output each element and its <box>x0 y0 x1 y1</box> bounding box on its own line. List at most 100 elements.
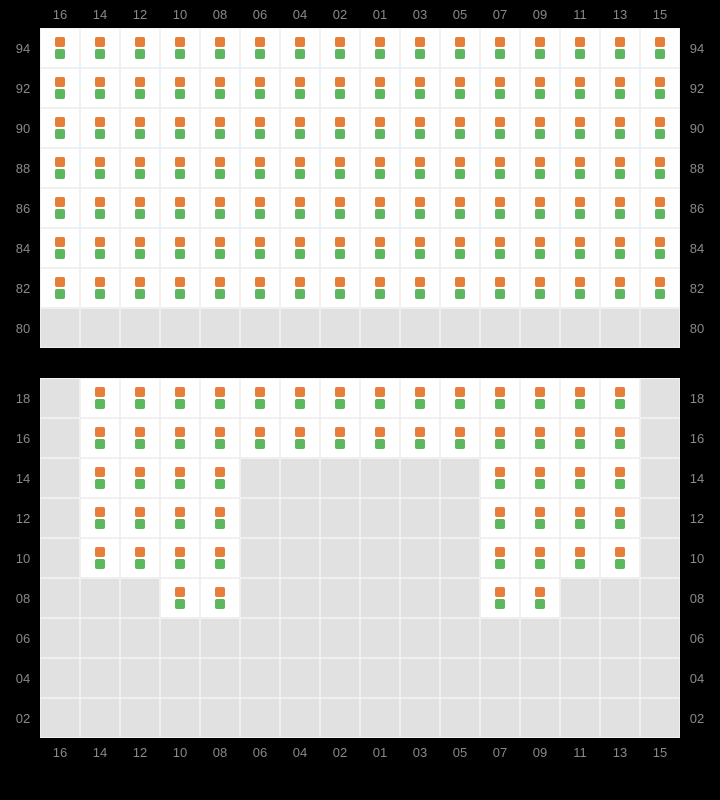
seat-cell[interactable] <box>520 148 560 188</box>
seat-cell[interactable] <box>400 28 440 68</box>
seat-cell[interactable] <box>160 28 200 68</box>
seat-cell[interactable] <box>200 378 240 418</box>
seat-cell[interactable] <box>480 538 520 578</box>
seat-cell[interactable] <box>240 188 280 228</box>
seat-cell[interactable] <box>480 28 520 68</box>
seat-cell[interactable] <box>360 268 400 308</box>
seat-cell[interactable] <box>600 68 640 108</box>
seat-cell[interactable] <box>280 418 320 458</box>
seat-cell[interactable] <box>320 268 360 308</box>
seat-cell[interactable] <box>520 418 560 458</box>
seat-cell[interactable] <box>120 418 160 458</box>
seat-cell[interactable] <box>360 108 400 148</box>
seat-cell[interactable] <box>80 498 120 538</box>
seat-cell[interactable] <box>440 378 480 418</box>
seat-cell[interactable] <box>440 268 480 308</box>
seat-cell[interactable] <box>40 28 80 68</box>
seat-cell[interactable] <box>120 148 160 188</box>
seat-cell[interactable] <box>560 378 600 418</box>
seat-cell[interactable] <box>240 108 280 148</box>
seat-cell[interactable] <box>40 148 80 188</box>
seat-cell[interactable] <box>520 578 560 618</box>
seat-cell[interactable] <box>440 228 480 268</box>
seat-cell[interactable] <box>280 188 320 228</box>
seat-cell[interactable] <box>560 148 600 188</box>
seat-cell[interactable] <box>80 68 120 108</box>
seat-cell[interactable] <box>200 28 240 68</box>
seat-cell[interactable] <box>160 578 200 618</box>
seat-cell[interactable] <box>200 188 240 228</box>
seat-cell[interactable] <box>360 68 400 108</box>
seat-cell[interactable] <box>280 68 320 108</box>
seat-cell[interactable] <box>640 268 680 308</box>
seat-cell[interactable] <box>80 148 120 188</box>
seat-cell[interactable] <box>120 268 160 308</box>
seat-cell[interactable] <box>400 148 440 188</box>
seat-cell[interactable] <box>280 108 320 148</box>
seat-cell[interactable] <box>280 228 320 268</box>
seat-cell[interactable] <box>320 418 360 458</box>
seat-cell[interactable] <box>600 108 640 148</box>
seat-cell[interactable] <box>560 188 600 228</box>
seat-cell[interactable] <box>320 228 360 268</box>
seat-cell[interactable] <box>200 418 240 458</box>
seat-cell[interactable] <box>520 378 560 418</box>
seat-cell[interactable] <box>280 28 320 68</box>
seat-cell[interactable] <box>640 68 680 108</box>
seat-cell[interactable] <box>560 458 600 498</box>
seat-cell[interactable] <box>360 418 400 458</box>
seat-cell[interactable] <box>440 148 480 188</box>
seat-cell[interactable] <box>280 148 320 188</box>
seat-cell[interactable] <box>560 418 600 458</box>
seat-cell[interactable] <box>80 458 120 498</box>
seat-cell[interactable] <box>480 108 520 148</box>
seat-cell[interactable] <box>40 268 80 308</box>
seat-cell[interactable] <box>640 188 680 228</box>
seat-cell[interactable] <box>400 68 440 108</box>
seat-cell[interactable] <box>160 538 200 578</box>
seat-cell[interactable] <box>560 538 600 578</box>
seat-cell[interactable] <box>200 458 240 498</box>
seat-cell[interactable] <box>160 268 200 308</box>
seat-cell[interactable] <box>520 28 560 68</box>
seat-cell[interactable] <box>360 148 400 188</box>
seat-cell[interactable] <box>240 378 280 418</box>
seat-cell[interactable] <box>480 228 520 268</box>
seat-cell[interactable] <box>400 268 440 308</box>
seat-cell[interactable] <box>560 28 600 68</box>
seat-cell[interactable] <box>520 538 560 578</box>
seat-cell[interactable] <box>360 28 400 68</box>
seat-cell[interactable] <box>400 228 440 268</box>
seat-cell[interactable] <box>560 268 600 308</box>
seat-cell[interactable] <box>240 68 280 108</box>
seat-cell[interactable] <box>160 228 200 268</box>
seat-cell[interactable] <box>480 148 520 188</box>
seat-cell[interactable] <box>520 228 560 268</box>
seat-cell[interactable] <box>480 268 520 308</box>
seat-cell[interactable] <box>40 108 80 148</box>
seat-cell[interactable] <box>40 228 80 268</box>
seat-cell[interactable] <box>120 108 160 148</box>
seat-cell[interactable] <box>200 228 240 268</box>
seat-cell[interactable] <box>480 188 520 228</box>
seat-cell[interactable] <box>80 28 120 68</box>
seat-cell[interactable] <box>480 578 520 618</box>
seat-cell[interactable] <box>80 228 120 268</box>
seat-cell[interactable] <box>120 188 160 228</box>
seat-cell[interactable] <box>160 498 200 538</box>
seat-cell[interactable] <box>120 378 160 418</box>
seat-cell[interactable] <box>160 148 200 188</box>
seat-cell[interactable] <box>400 418 440 458</box>
seat-cell[interactable] <box>400 108 440 148</box>
seat-cell[interactable] <box>600 228 640 268</box>
seat-cell[interactable] <box>600 538 640 578</box>
seat-cell[interactable] <box>200 538 240 578</box>
seat-cell[interactable] <box>440 68 480 108</box>
seat-cell[interactable] <box>200 68 240 108</box>
seat-cell[interactable] <box>440 418 480 458</box>
seat-cell[interactable] <box>120 458 160 498</box>
seat-cell[interactable] <box>640 108 680 148</box>
seat-cell[interactable] <box>120 228 160 268</box>
seat-cell[interactable] <box>120 68 160 108</box>
seat-cell[interactable] <box>40 68 80 108</box>
